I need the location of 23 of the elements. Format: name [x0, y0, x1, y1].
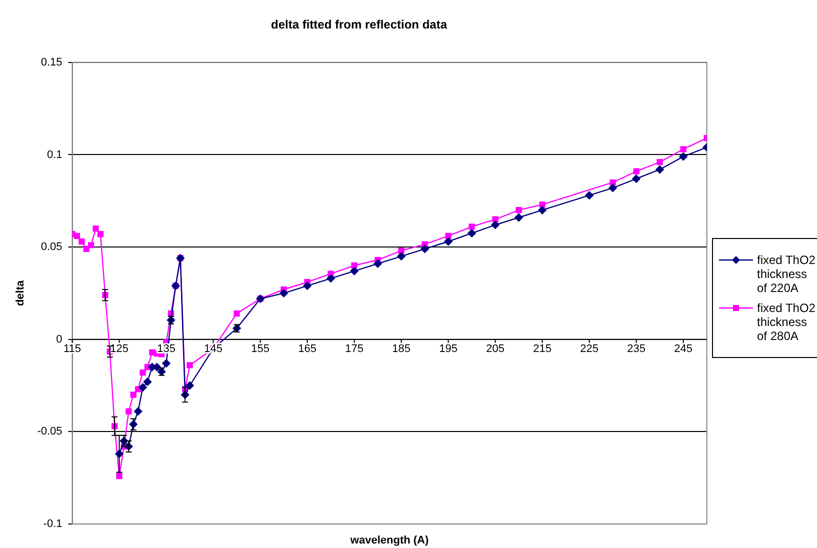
x-axis-title: wavelength (A) [349, 534, 429, 547]
y-tick-label: 0.05 [40, 241, 62, 254]
y-tick-label: -0.1 [43, 518, 62, 530]
y-tick-label: 0.1 [46, 148, 62, 161]
y-tick-label: -0.05 [37, 426, 62, 438]
y-tick-label: 0.15 [40, 56, 62, 68]
y-axis-title: delta [14, 279, 27, 306]
x-tick-label: 195 [439, 342, 458, 355]
x-tick-label: 155 [251, 342, 270, 355]
x-tick-label: 175 [345, 342, 364, 355]
x-tick-label: 235 [627, 342, 646, 355]
x-tick-label: 225 [580, 342, 598, 355]
x-tick-label: 245 [674, 342, 692, 355]
chart-title: delta fitted from reflection data [270, 18, 448, 32]
x-tick-label: 215 [533, 342, 552, 355]
legend-label: fixed ThO2 thickness of 220A [757, 253, 816, 296]
x-tick-label: 205 [486, 342, 504, 355]
x-tick-label: 115 [64, 342, 82, 355]
x-tick-label: 165 [298, 342, 316, 355]
legend-label: fixed ThO2 thickness of 280A [757, 301, 816, 344]
x-tick-label: 185 [392, 342, 410, 355]
x-tick-label: 125 [110, 342, 128, 355]
y-tick-label: 0 [56, 333, 62, 346]
